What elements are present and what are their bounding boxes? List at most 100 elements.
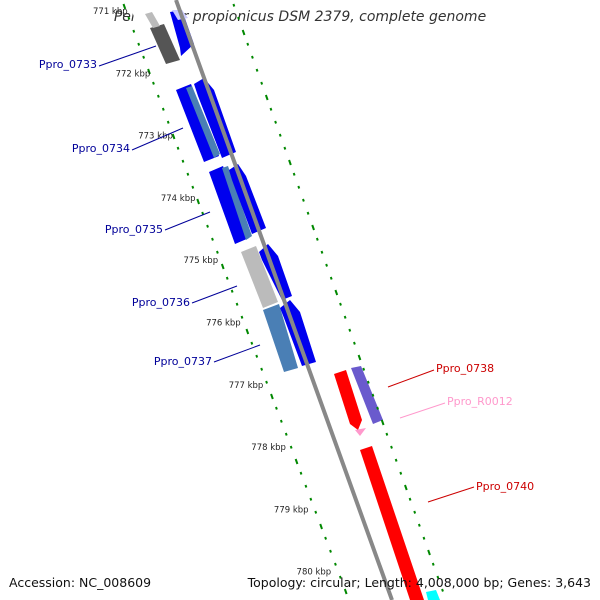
dotted-tick — [232, 3, 236, 7]
rna-marker-ppro-r0012 — [355, 428, 366, 436]
dotted-tick — [206, 224, 209, 228]
dotted-tick — [404, 484, 408, 491]
dotted-tick — [196, 198, 200, 205]
dotted-tick — [181, 159, 185, 163]
dotted-tick — [324, 536, 327, 540]
dotted-tick — [245, 328, 250, 335]
dotted-tick — [304, 484, 308, 488]
dotted-tick — [348, 328, 352, 332]
tick-label: 777 kbp — [229, 381, 264, 391]
gene-label[interactable]: Ppro_0734 — [72, 142, 130, 155]
genome-backbone — [174, 0, 394, 600]
dotted-tick — [353, 341, 356, 345]
dotted-tick — [235, 302, 239, 306]
tick-label: 779 kbp — [274, 505, 309, 515]
dotted-tick — [284, 432, 288, 436]
cds-block-ppro-0738-purple — [351, 366, 383, 424]
gene-leader-line — [387, 369, 435, 388]
dotted-tick — [127, 16, 131, 20]
gene-leader-line — [164, 211, 211, 231]
dotted-tick — [122, 3, 127, 10]
dotted-tick — [329, 276, 333, 280]
gene-label[interactable]: Ppro_0740 — [476, 480, 534, 493]
dotted-tick — [319, 523, 323, 530]
dotted-tick — [315, 237, 319, 241]
gene-label[interactable]: Ppro_0735 — [105, 223, 163, 236]
dotted-tick — [339, 302, 342, 306]
dotted-tick — [142, 55, 146, 59]
dotted-tick — [329, 549, 332, 553]
dotted-tick — [343, 588, 348, 595]
dotted-tick — [220, 263, 225, 270]
dotted-tick — [275, 406, 278, 410]
tick-label: 775 kbp — [183, 256, 218, 266]
dotted-tick — [152, 81, 155, 85]
dotted-tick — [306, 211, 310, 215]
dotted-tick — [299, 471, 303, 475]
dotted-tick — [279, 419, 283, 423]
gene-label[interactable]: Ppro_0737 — [154, 355, 212, 368]
dotted-tick — [237, 16, 240, 20]
dotted-tick — [314, 510, 318, 514]
tick-label: 771 kbp — [93, 7, 128, 17]
topology-text: Topology: circular; Length: 4,008,000 bp… — [247, 575, 591, 590]
inner-lane-background — [128, 0, 388, 600]
gene-leader-line — [427, 486, 475, 503]
dotted-tick — [441, 588, 444, 592]
dotted-tick — [422, 536, 426, 540]
dotted-tick — [230, 289, 234, 293]
tick-label: 776 kbp — [206, 319, 241, 329]
cds-block-ppro-0737-steel — [263, 304, 298, 372]
dotted-tick — [250, 341, 254, 345]
dotted-tick — [320, 250, 324, 254]
gene-label-group: Ppro_0733 Ppro_0734 Ppro_0735 Ppro_0736 Ppro… — [39, 45, 534, 503]
dotted-tick — [311, 224, 315, 231]
dotted-tick — [297, 185, 301, 189]
dotted-tick — [325, 263, 328, 267]
dotted-tick — [201, 211, 205, 215]
cds-block-ppro-0740-cyan — [426, 590, 440, 600]
cds-arrow-ppro-0733-blue — [170, 10, 194, 56]
gene-label[interactable]: Ppro_0733 — [39, 58, 97, 71]
dotted-tick — [289, 445, 293, 449]
dotted-tick — [260, 367, 264, 371]
dotted-tick — [176, 146, 180, 150]
dotted-tick — [251, 55, 254, 59]
dotted-tick — [171, 133, 176, 140]
dotted-tick — [343, 315, 347, 319]
dotted-tick — [436, 575, 440, 579]
cds-block-ppro-0733-lightgray — [145, 12, 160, 28]
gene-leader-line — [98, 45, 157, 67]
dotted-tick — [269, 107, 273, 111]
dotted-tick — [255, 354, 259, 358]
outer-dotted-track — [232, 3, 444, 592]
dotted-tick — [240, 315, 244, 319]
gene-leader-line — [131, 127, 184, 151]
cds-block-ppro-0740 — [360, 446, 424, 600]
dotted-tick — [137, 42, 141, 46]
tick-label: 780 kbp — [297, 568, 332, 578]
dotted-tick — [211, 237, 214, 241]
cds-block-ppro-0733-gray — [150, 24, 180, 64]
cds-block-ppro-0734-b — [186, 86, 220, 158]
dotted-tick — [288, 159, 292, 166]
cds-block-ppro-0735-b — [222, 166, 252, 240]
dotted-tick — [376, 406, 379, 410]
dotted-tick — [241, 29, 246, 36]
gene-label[interactable]: Ppro_0738 — [436, 362, 494, 375]
dotted-tick — [147, 68, 151, 75]
dotted-tick — [371, 393, 375, 397]
dotted-tick — [417, 523, 421, 527]
cds-block-ppro-0736-gray — [241, 246, 278, 308]
dotted-tick — [334, 562, 337, 566]
dotted-tick — [246, 42, 250, 46]
dotted-tick — [292, 172, 296, 176]
dotted-tick — [431, 562, 435, 566]
gene-label[interactable]: Ppro_0736 — [132, 296, 190, 309]
gene-label[interactable]: Ppro_R0012 — [447, 395, 513, 408]
dotted-tick — [338, 575, 342, 579]
dotted-tick — [385, 432, 389, 436]
dotted-tick — [380, 419, 385, 426]
dotted-tick — [216, 250, 219, 254]
cds-arrow-ppro-0738 — [334, 370, 362, 430]
